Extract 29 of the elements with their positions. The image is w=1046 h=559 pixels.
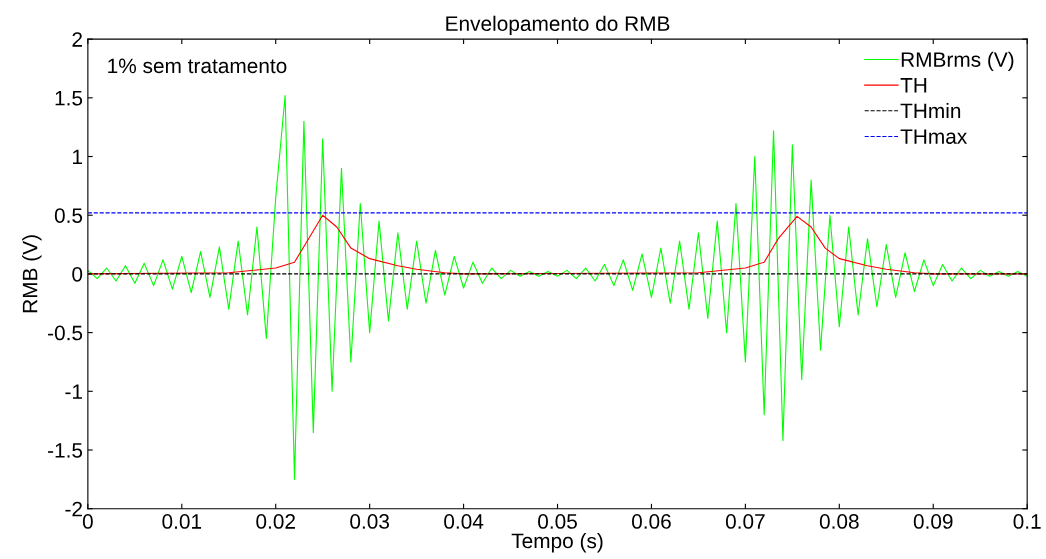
y-tick-label: 1.5 [55, 91, 83, 106]
legend-label: RMBrms (V) [901, 51, 1014, 72]
annotation: 1% sem tratamento [108, 58, 287, 74]
y-tick-label: -1.5 [48, 443, 83, 458]
y-tick-label: 2 [72, 32, 82, 47]
line-series [87, 94, 1028, 480]
x-tick-label: 0.01 [162, 514, 202, 529]
legend-label: THmin [900, 102, 961, 119]
x-tick-label: 0.08 [819, 514, 859, 529]
x-tick-label: 0.09 [913, 514, 953, 529]
x-tick-label: 0 [82, 514, 93, 529]
x-axis-title: Tempo (s) [511, 532, 603, 553]
x-tick-label: 0.06 [631, 514, 671, 529]
x-tick-label: 0.1 [1013, 514, 1041, 529]
x-tick-label: 0.02 [256, 514, 295, 529]
x-tick-label: 0.04 [444, 514, 484, 529]
x-tick-label: 0.03 [350, 514, 390, 529]
chart-title: Envelopamento do RMB [446, 15, 670, 36]
legend-label: TH [900, 78, 927, 93]
y-tick-label: -2 [65, 501, 82, 517]
x-tick-label: 0.05 [538, 514, 577, 529]
x-tick-label: 0.07 [725, 514, 765, 529]
y-tick-label: 1 [73, 149, 82, 165]
y-tick-label: 0 [72, 266, 83, 282]
y-tick-label: -0.5 [48, 325, 83, 341]
y-tick-label: -1 [65, 384, 82, 399]
y-tick-label: 0.5 [54, 208, 83, 223]
y-axis-title: RMB (V) [22, 235, 42, 313]
legend-label: THmax [900, 129, 968, 144]
